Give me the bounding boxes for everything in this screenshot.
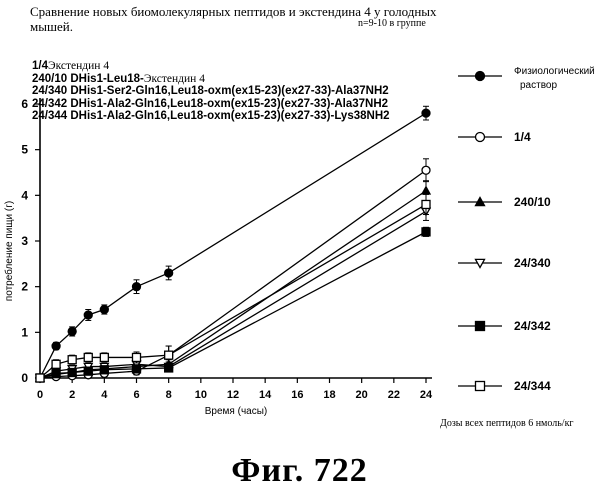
y-tick-label: 1 bbox=[21, 325, 28, 339]
data-point bbox=[84, 367, 92, 375]
x-tick-label: 2 bbox=[69, 389, 75, 401]
y-tick-label: 2 bbox=[21, 280, 28, 294]
series-24-344 bbox=[36, 194, 430, 382]
series-line bbox=[40, 232, 426, 378]
data-point bbox=[165, 364, 173, 372]
y-tick-label: 0 bbox=[21, 371, 28, 385]
legend-label: 24/344 bbox=[514, 379, 551, 393]
series-24-340 bbox=[36, 202, 430, 382]
series-line bbox=[40, 211, 426, 378]
data-point bbox=[52, 369, 60, 377]
legend-marker bbox=[476, 322, 485, 331]
legend-marker bbox=[476, 72, 485, 81]
data-point bbox=[422, 187, 430, 194]
x-tick-label: 14 bbox=[259, 389, 272, 401]
y-tick-label: 3 bbox=[21, 234, 28, 248]
legend-label: 1/4 bbox=[514, 130, 531, 144]
series-line bbox=[40, 191, 426, 378]
data-point bbox=[422, 200, 430, 208]
data-point bbox=[100, 353, 108, 361]
data-point bbox=[422, 228, 430, 236]
legend-marker bbox=[476, 133, 485, 142]
data-point bbox=[133, 365, 141, 373]
y-tick-label: 6 bbox=[21, 97, 28, 111]
y-tick-label: 5 bbox=[21, 143, 28, 157]
x-tick-label: 16 bbox=[291, 389, 303, 401]
x-tick-label: 4 bbox=[101, 389, 108, 401]
y-tick-label: 4 bbox=[21, 188, 28, 202]
x-tick-label: 12 bbox=[227, 389, 239, 401]
dose-note: Дозы всех пептидов 6 нмоль/кг bbox=[440, 418, 574, 429]
data-point bbox=[100, 366, 108, 374]
series-line bbox=[40, 170, 426, 378]
x-tick-label: 22 bbox=[388, 389, 400, 401]
legend-entry: 240/10 bbox=[458, 195, 551, 209]
legend-entry: 24/344 bbox=[458, 379, 551, 393]
x-tick-label: 8 bbox=[166, 389, 172, 401]
series-240-10 bbox=[36, 181, 430, 381]
legend-label: 24/342 bbox=[514, 319, 551, 333]
legend-label: 240/10 bbox=[514, 195, 551, 209]
legend-label: раствор bbox=[520, 80, 557, 91]
data-point bbox=[52, 342, 60, 350]
data-point bbox=[422, 166, 430, 174]
x-tick-label: 20 bbox=[356, 389, 368, 401]
data-point bbox=[84, 311, 92, 319]
data-point bbox=[84, 353, 92, 361]
series-1-4 bbox=[36, 159, 430, 382]
data-point bbox=[165, 351, 173, 359]
legend-entry: 24/342 bbox=[458, 319, 551, 333]
y-axis-label: потребление пищи (г) bbox=[3, 201, 15, 301]
legend-entry: 1/4 bbox=[458, 130, 531, 144]
legend-marker bbox=[476, 382, 485, 391]
data-point bbox=[68, 327, 76, 335]
data-point bbox=[133, 353, 141, 361]
legend-entry: 24/340 bbox=[458, 256, 551, 270]
x-tick-label: 24 bbox=[420, 389, 433, 401]
data-point bbox=[52, 360, 60, 368]
data-point bbox=[422, 109, 430, 117]
data-point bbox=[100, 306, 108, 314]
x-tick-label: 0 bbox=[37, 389, 43, 401]
series-24-342 bbox=[36, 227, 430, 382]
x-tick-label: 10 bbox=[195, 389, 207, 401]
data-point bbox=[36, 374, 44, 382]
legend-label: 24/340 bbox=[514, 256, 551, 270]
legend-entry: Физиологический раствор bbox=[458, 66, 595, 91]
x-tick-label: 18 bbox=[323, 389, 335, 401]
data-point bbox=[68, 369, 76, 377]
x-axis-label: Время (часы) bbox=[205, 406, 267, 417]
figure-label: Фиг. 722 bbox=[0, 452, 599, 490]
data-point bbox=[165, 269, 173, 277]
x-tick-label: 6 bbox=[133, 389, 139, 401]
data-point bbox=[133, 283, 141, 291]
data-point bbox=[68, 356, 76, 364]
legend-label: Физиологический bbox=[514, 66, 595, 77]
